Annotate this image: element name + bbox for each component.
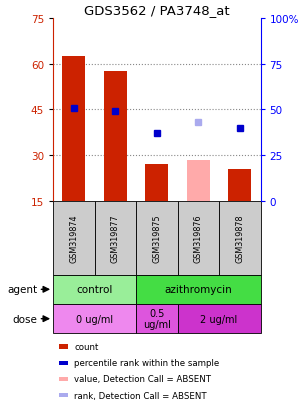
Text: control: control [76,285,113,294]
Bar [136,202,178,275]
Text: GSM319878: GSM319878 [235,214,244,263]
Bar [53,202,95,275]
Bar [59,393,68,397]
Bar [59,361,68,365]
Bar [53,304,136,334]
Bar [136,304,178,334]
Text: GSM319876: GSM319876 [194,214,203,263]
Text: 0 ug/ml: 0 ug/ml [76,314,113,324]
Bar [53,275,136,304]
Text: percentile rank within the sample: percentile rank within the sample [74,358,219,367]
Bar [145,165,168,202]
Text: rank, Detection Call = ABSENT: rank, Detection Call = ABSENT [74,391,207,399]
Bar [178,304,261,334]
Bar [95,202,136,275]
Text: agent: agent [7,285,37,294]
Bar [59,344,68,349]
Text: count: count [74,342,98,351]
Text: 0.5
ug/ml: 0.5 ug/ml [143,308,171,330]
Bar [59,377,68,381]
Bar [178,202,219,275]
Text: value, Detection Call = ABSENT: value, Detection Call = ABSENT [74,375,211,383]
Bar [187,161,210,202]
Text: azithromycin: azithromycin [165,285,232,294]
Bar [228,170,251,202]
Text: GSM319875: GSM319875 [152,214,161,263]
Text: GSM319874: GSM319874 [69,214,78,263]
Title: GDS3562 / PA3748_at: GDS3562 / PA3748_at [84,5,230,17]
Bar [136,275,261,304]
Bar [219,202,261,275]
Text: GSM319877: GSM319877 [111,214,120,263]
Bar [104,72,127,202]
Bar [62,57,85,202]
Text: 2 ug/ml: 2 ug/ml [201,314,238,324]
Text: dose: dose [12,314,37,324]
